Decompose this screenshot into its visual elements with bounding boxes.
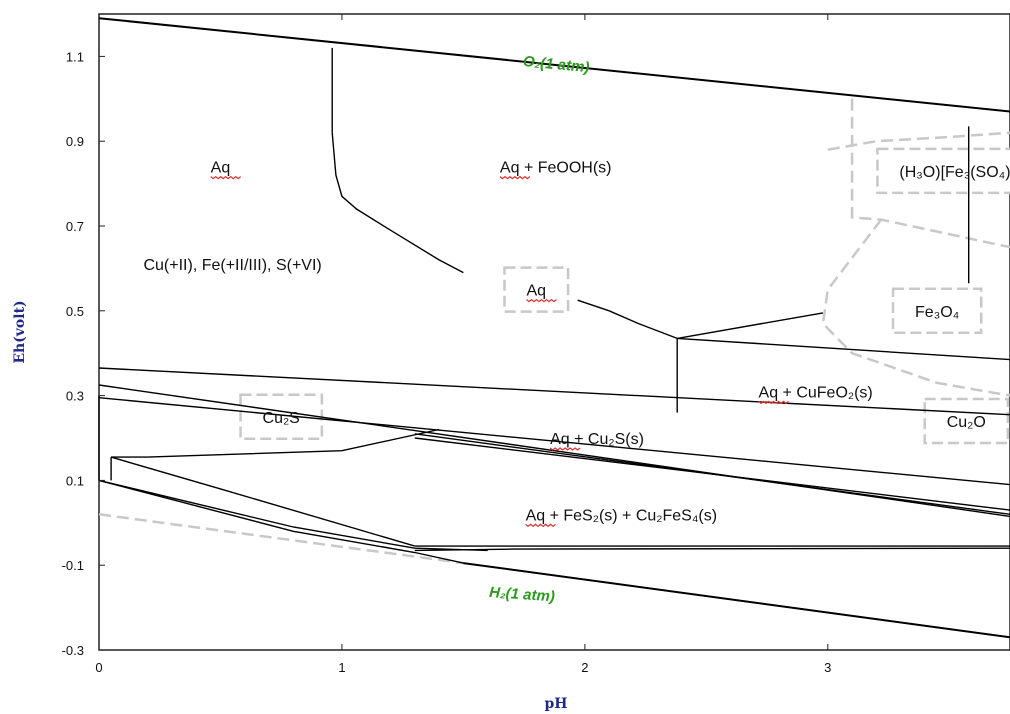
phase-boundary: [98, 479, 488, 552]
gas-lines: O₂(1 atm) H₂(1 atm): [98, 17, 1010, 639]
x-axis-label: pH: [544, 696, 567, 712]
phase-boundary: [414, 547, 1010, 552]
region-label: Aq + Cu₂S(s): [550, 431, 644, 448]
x-tick-label: 1: [338, 660, 345, 675]
spellcheck-underline: [499, 175, 531, 180]
region-label: Aq + FeS₂(s) + Cu₂FeS₄(s): [526, 507, 717, 524]
region-label: Cu(+II), Fe(+II/III), S(+VI): [143, 257, 321, 274]
y-tick-label: 0.7: [66, 219, 84, 234]
region-label: Fe₃O₄: [915, 304, 959, 321]
label-box: [239, 393, 324, 441]
region-label: Aq + CuFeO₂(s): [759, 384, 873, 401]
phase-boundary: [98, 397, 1010, 486]
label-boxes: [239, 147, 1010, 445]
phase-boundary: [147, 428, 440, 458]
spellcheck-underline: [210, 175, 242, 180]
region-label: Cu₂O: [947, 414, 986, 431]
label-box: [923, 397, 1010, 445]
phase-boundary: [577, 299, 678, 340]
spellcheck-underline: [526, 298, 557, 303]
phase-boundary: [331, 132, 464, 274]
phase-boundary: [110, 456, 415, 547]
spellcheck-underline: [525, 523, 556, 528]
x-tick-label: 2: [581, 660, 588, 675]
x-tick-label: 0: [95, 660, 102, 675]
region-label: (H₃O)[Fe₃(SO₄)₂(OH)₆]: [899, 164, 1010, 181]
region-label: Aq + FeOOH(s): [500, 160, 612, 177]
y-tick-label: -0.3: [62, 643, 84, 658]
x-tick-label: 3: [824, 660, 831, 675]
y-tick-label: 1.1: [66, 49, 84, 64]
region-label: Aq: [526, 283, 546, 300]
label-box: [891, 287, 983, 335]
y-axis-label: Eh(volt): [12, 300, 28, 363]
metastable-line: [821, 218, 1010, 397]
phase-boundary: [98, 384, 1010, 518]
axis-ticks: 0 1 2 3 1.1 0.9 0.7 0.5 0.3 0.1 -0.1 -0.3: [62, 14, 831, 675]
gas-line: [98, 17, 1010, 113]
region-labels: Aq Cu(+II), Fe(+II/III), S(+VI) Aq + FeOOH…: [143, 160, 1010, 528]
y-tick-label: 0.5: [66, 304, 84, 319]
phase-boundary: [98, 367, 1010, 416]
plot-frame: [98, 13, 1010, 651]
y-tick-label: 0.3: [66, 389, 84, 404]
gas-line: [463, 562, 1010, 639]
metastable-lines: [98, 98, 1010, 565]
region-label: Aq: [211, 160, 231, 177]
metastable-line: [850, 98, 1010, 249]
phase-boundary: [98, 479, 1010, 638]
region-label: Cu₂S: [263, 410, 300, 427]
phase-boundary: [677, 337, 1010, 361]
phase-boundary: [414, 437, 1010, 511]
phase-boundary: [677, 312, 824, 340]
o2-line-label: O₂(1 atm): [522, 53, 590, 76]
h2-line-label: H₂(1 atm): [489, 584, 556, 606]
metastable-line: [98, 513, 464, 565]
phase-boundaries: [98, 47, 1010, 638]
spellcheck-underline: [549, 447, 581, 451]
y-tick-label: 0.1: [66, 473, 84, 488]
y-tick-label: 0.9: [66, 134, 84, 149]
metastable-line: [827, 131, 1010, 151]
label-box: [876, 147, 1010, 195]
y-tick-label: -0.1: [62, 558, 84, 573]
label-box: [503, 266, 570, 313]
spellcheck-underline: [758, 400, 789, 405]
